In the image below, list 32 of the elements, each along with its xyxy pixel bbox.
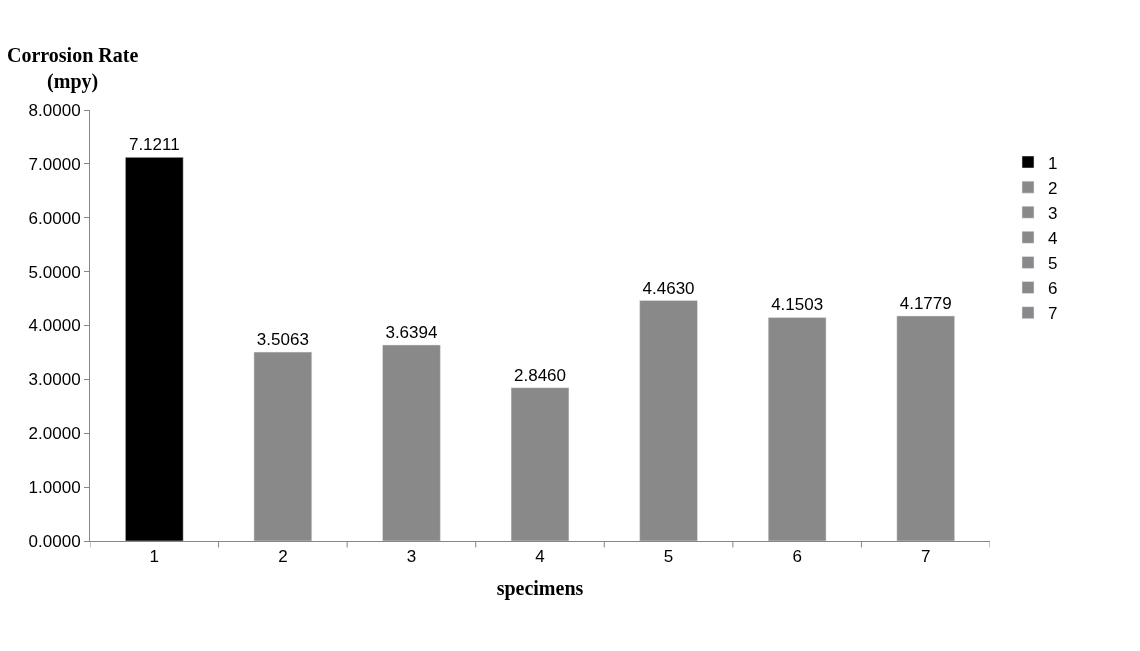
y-tick-label: 4.0000: [28, 316, 81, 336]
x-tick-label: 4: [535, 547, 545, 567]
y-tick-label: 1.0000: [28, 478, 81, 498]
legend-label: 7: [1048, 304, 1058, 324]
data-label: 4.1779: [899, 293, 952, 313]
y-tick-label: 0.0000: [28, 531, 81, 551]
data-label: 4.4630: [642, 278, 695, 298]
y-tick-label: 5.0000: [28, 262, 81, 282]
y-tick-label: 3.0000: [28, 370, 81, 390]
x-tick-label: 1: [149, 547, 160, 567]
y-tick-label: 6.0000: [28, 208, 81, 228]
legend-label: 3: [1048, 203, 1058, 223]
y-axis-title: Corrosion Rate (mpy): [7, 44, 139, 93]
y-tick-label: 8.0000: [28, 100, 81, 120]
legend-label: 6: [1048, 279, 1058, 299]
data-label: 4.1503: [771, 295, 824, 315]
x-tick-label: 3: [406, 547, 417, 567]
y-tick-label: 7.0000: [28, 154, 81, 174]
legend-label: 2: [1048, 178, 1058, 198]
x-axis-title: specimens: [496, 576, 584, 600]
x-tick-label: 7: [920, 547, 931, 567]
x-tick-label: 5: [663, 547, 674, 567]
legend-label: 1: [1048, 153, 1058, 173]
data-label: 3.6394: [385, 322, 438, 342]
y-tick-label: 2.0000: [28, 424, 81, 444]
data-label: 7.1211: [128, 135, 180, 155]
x-tick-label: 6: [792, 547, 802, 567]
data-label: 3.5063: [256, 330, 309, 350]
legend-label: 5: [1048, 254, 1058, 274]
data-label: 2.8460: [514, 365, 566, 385]
legend-label: 4: [1048, 228, 1058, 248]
x-tick-label: 2: [278, 547, 288, 567]
